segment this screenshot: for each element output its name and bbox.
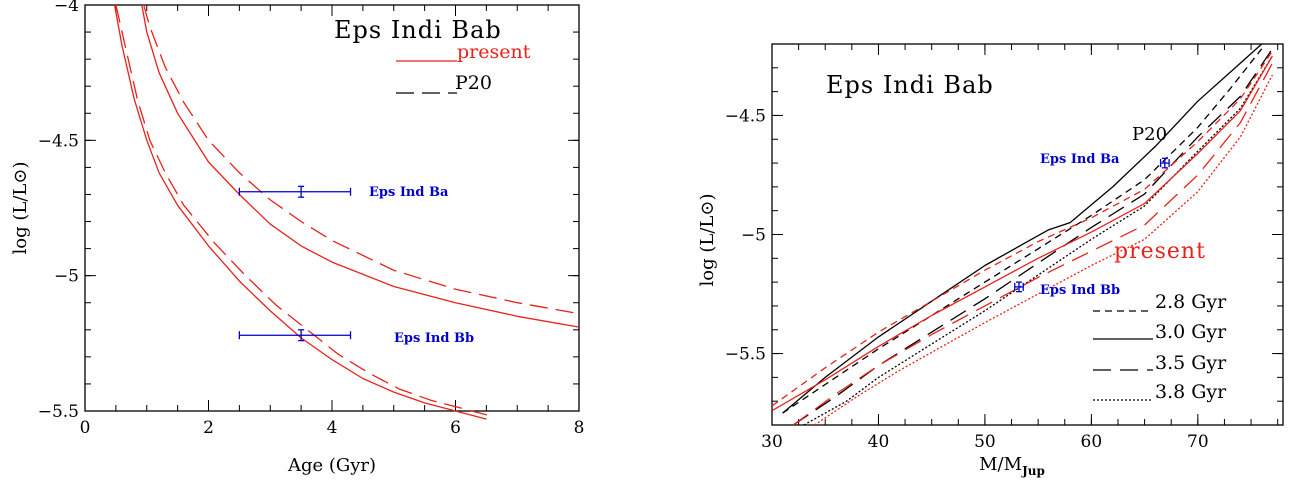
data-point-1 (1014, 281, 1024, 293)
series-line-0 (782, 48, 1263, 414)
x-tick-label: 4 (327, 418, 338, 438)
data-point-0 (238, 185, 352, 198)
annotation-eps-ind-ba: Eps Ind Ba (369, 185, 449, 200)
series-line-6 (792, 62, 1273, 425)
y-tick-label: −5.5 (725, 345, 766, 365)
x-tick-label: 40 (868, 432, 890, 452)
label-p20: P20 (1132, 124, 1167, 145)
tick-marks (771, 43, 1283, 426)
x-tick-labels: 30 40 50 60 70 (761, 432, 1208, 452)
series-line-3 (803, 55, 1273, 425)
y-tick-label: −5 (741, 226, 766, 246)
y-tick-labels: −4.5 −5 −5.5 (725, 106, 766, 364)
panel-title: Eps Indi Bab (826, 71, 994, 99)
x-axis-label: M/MJup (979, 454, 1045, 478)
x-tick-label: 8 (574, 418, 585, 438)
annotation-eps-ind-bb: Eps Ind Bb (394, 331, 474, 346)
x-tick-label: 2 (203, 418, 214, 438)
tick-marks (84, 4, 580, 412)
y-tick-label: −5 (54, 267, 79, 287)
x-tick-label: 70 (1187, 432, 1209, 452)
data-point-0 (1159, 157, 1170, 169)
series-lines (113, 4, 580, 420)
x-tick-label: 6 (450, 418, 461, 438)
legend-label-3-5-gyr: 3.5 Gyr (1155, 352, 1227, 374)
legend-label-3-8-gyr: 3.8 Gyr (1155, 381, 1227, 403)
series-line-0 (113, 4, 487, 420)
panel-title: Eps Indi Bab (334, 16, 502, 44)
x-tick-label: 50 (974, 432, 996, 452)
x-tick-label: 60 (1081, 432, 1103, 452)
series-line-1 (115, 4, 493, 418)
y-axis-label: log (L/L⊙) (697, 194, 718, 287)
legend-label-2-8-gyr: 2.8 Gyr (1155, 291, 1227, 313)
series-line-2 (141, 4, 580, 328)
legend-label-p20: P20 (455, 72, 492, 94)
y-axis-label: log (L/L⊙) (10, 162, 31, 255)
series-line-7 (814, 74, 1273, 425)
x-tick-label: 0 (80, 418, 91, 438)
y-tick-label: −5.5 (38, 402, 79, 422)
series-line-2 (792, 48, 1273, 425)
data-points (1014, 157, 1170, 293)
legend-label-3-0-gyr: 3.0 Gyr (1155, 321, 1227, 343)
series-line-1 (782, 44, 1263, 414)
data-point-1 (238, 329, 352, 342)
legend-label-present: present (457, 41, 531, 63)
series-line-5 (772, 55, 1273, 412)
x-tick-labels: 0 2 4 6 8 (80, 418, 585, 438)
y-tick-label: −4 (54, 0, 79, 16)
annotation-eps-ind-ba: Eps Ind Ba (1040, 152, 1120, 167)
x-axis-label: Age (Gyr) (287, 455, 376, 476)
annotation-eps-ind-bb: Eps Ind Bb (1040, 283, 1120, 298)
label-present: present (1114, 239, 1206, 264)
series-line-3 (143, 4, 580, 315)
data-points (238, 185, 352, 342)
y-tick-label: −4.5 (725, 106, 766, 126)
right-panel: 30 40 50 60 70 −4.5 −5 −5.5 Eps Indi Bab P20 p… (697, 43, 1284, 478)
y-tick-labels: −4 −4.5 −5 −5.5 (38, 0, 79, 422)
series-lines (772, 44, 1273, 425)
x-tick-label: 30 (761, 432, 783, 452)
y-tick-label: −4.5 (38, 131, 79, 151)
series-line-4 (772, 50, 1273, 407)
